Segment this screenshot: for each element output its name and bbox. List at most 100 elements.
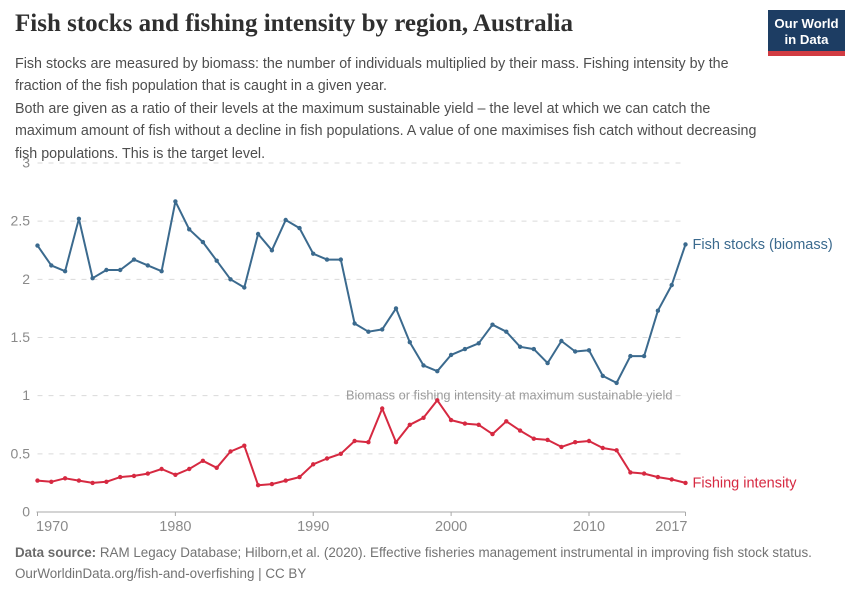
data-point[interactable] (517, 428, 523, 433)
data-point[interactable] (145, 471, 150, 476)
data-point[interactable] (683, 480, 688, 486)
data-point[interactable] (338, 257, 343, 262)
data-point[interactable] (311, 251, 316, 256)
data-point[interactable] (628, 353, 633, 359)
data-point[interactable] (76, 478, 82, 483)
owid-logo[interactable]: Our World in Data (768, 10, 845, 56)
license-line[interactable]: OurWorldinData.org/fish-and-overfishing … (15, 566, 307, 581)
data-point[interactable] (76, 216, 82, 221)
data-point[interactable] (311, 462, 316, 467)
data-point[interactable] (655, 308, 661, 313)
data-point[interactable] (255, 231, 261, 237)
data-point[interactable] (145, 263, 150, 268)
chart-svg[interactable]: 0 0.5 1 1.5 2 2.5 3 1970 1980 1990 2000 2010 2017 Bio… (0, 150, 850, 545)
data-point[interactable] (407, 340, 412, 345)
data-point[interactable] (531, 436, 536, 441)
series-line[interactable] (36, 200, 687, 384)
data-point[interactable] (628, 470, 633, 475)
data-point[interactable] (641, 471, 647, 476)
data-point[interactable] (255, 483, 261, 488)
data-point[interactable] (200, 458, 206, 463)
data-point[interactable] (366, 440, 371, 445)
data-point[interactable] (600, 445, 605, 451)
data-point[interactable] (49, 479, 54, 484)
data-point[interactable] (283, 478, 288, 483)
data-point[interactable] (448, 417, 454, 423)
data-point[interactable] (352, 438, 357, 444)
series-line[interactable] (37, 399, 686, 487)
data-point[interactable] (242, 285, 247, 290)
data-point[interactable] (586, 438, 592, 444)
data-point[interactable] (214, 465, 219, 470)
data-point[interactable] (573, 349, 578, 354)
data-point[interactable] (586, 348, 592, 353)
data-point[interactable] (297, 474, 302, 480)
data-point[interactable] (545, 360, 550, 366)
data-point[interactable] (118, 267, 123, 273)
data-point[interactable] (159, 269, 164, 274)
data-point[interactable] (297, 225, 302, 231)
data-point[interactable] (324, 257, 330, 262)
data-point[interactable] (35, 243, 40, 248)
data-point[interactable] (476, 341, 481, 346)
data-point[interactable] (476, 422, 481, 427)
data-point[interactable] (324, 456, 330, 461)
data-point[interactable] (421, 415, 426, 420)
data-point[interactable] (366, 329, 371, 334)
data-point[interactable] (242, 443, 247, 448)
data-point[interactable] (573, 440, 578, 445)
data-point[interactable] (214, 258, 219, 263)
data-point[interactable] (683, 242, 688, 247)
data-point[interactable] (490, 431, 495, 437)
data-point[interactable] (614, 380, 619, 386)
data-point[interactable] (228, 449, 233, 454)
series-end-label[interactable]: Fishing intensity (693, 476, 798, 492)
data-point[interactable] (283, 217, 288, 223)
data-point[interactable] (269, 481, 275, 487)
data-point[interactable] (517, 344, 523, 349)
data-point[interactable] (35, 478, 40, 483)
data-point[interactable] (104, 267, 109, 273)
data-point[interactable] (559, 338, 564, 344)
data-point[interactable] (669, 282, 674, 288)
data-point[interactable] (462, 346, 468, 352)
data-point[interactable] (669, 477, 674, 482)
data-point[interactable] (531, 346, 536, 352)
data-point[interactable] (380, 406, 385, 411)
data-point[interactable] (49, 263, 54, 268)
data-point[interactable] (380, 327, 385, 332)
data-point[interactable] (118, 474, 123, 480)
series-end-label[interactable]: Fish stocks (biomass) (693, 237, 833, 253)
data-point[interactable] (62, 476, 68, 481)
data-point[interactable] (490, 322, 495, 327)
data-point[interactable] (448, 352, 454, 358)
data-point[interactable] (104, 479, 109, 484)
data-point[interactable] (159, 466, 164, 472)
data-point[interactable] (90, 480, 95, 486)
data-point[interactable] (62, 269, 68, 274)
data-point[interactable] (338, 451, 343, 456)
data-point[interactable] (269, 248, 275, 253)
data-point[interactable] (641, 353, 647, 359)
data-point[interactable] (435, 369, 440, 374)
data-point[interactable] (187, 227, 192, 232)
data-point[interactable] (187, 466, 192, 472)
data-point[interactable] (352, 321, 357, 326)
data-point[interactable] (393, 306, 399, 311)
data-point[interactable] (435, 398, 440, 403)
data-point[interactable] (90, 276, 95, 281)
data-point[interactable] (228, 277, 233, 282)
data-point[interactable] (504, 329, 509, 334)
data-point[interactable] (131, 257, 137, 262)
data-point[interactable] (200, 239, 206, 245)
data-point[interactable] (421, 363, 426, 368)
data-point[interactable] (462, 421, 468, 426)
data-point[interactable] (173, 472, 178, 477)
data-point[interactable] (559, 444, 564, 450)
data-point[interactable] (173, 199, 178, 204)
data-point[interactable] (393, 440, 399, 445)
data-point[interactable] (600, 373, 605, 379)
data-point[interactable] (407, 422, 412, 427)
data-point[interactable] (504, 419, 509, 424)
data-point[interactable] (545, 437, 550, 443)
